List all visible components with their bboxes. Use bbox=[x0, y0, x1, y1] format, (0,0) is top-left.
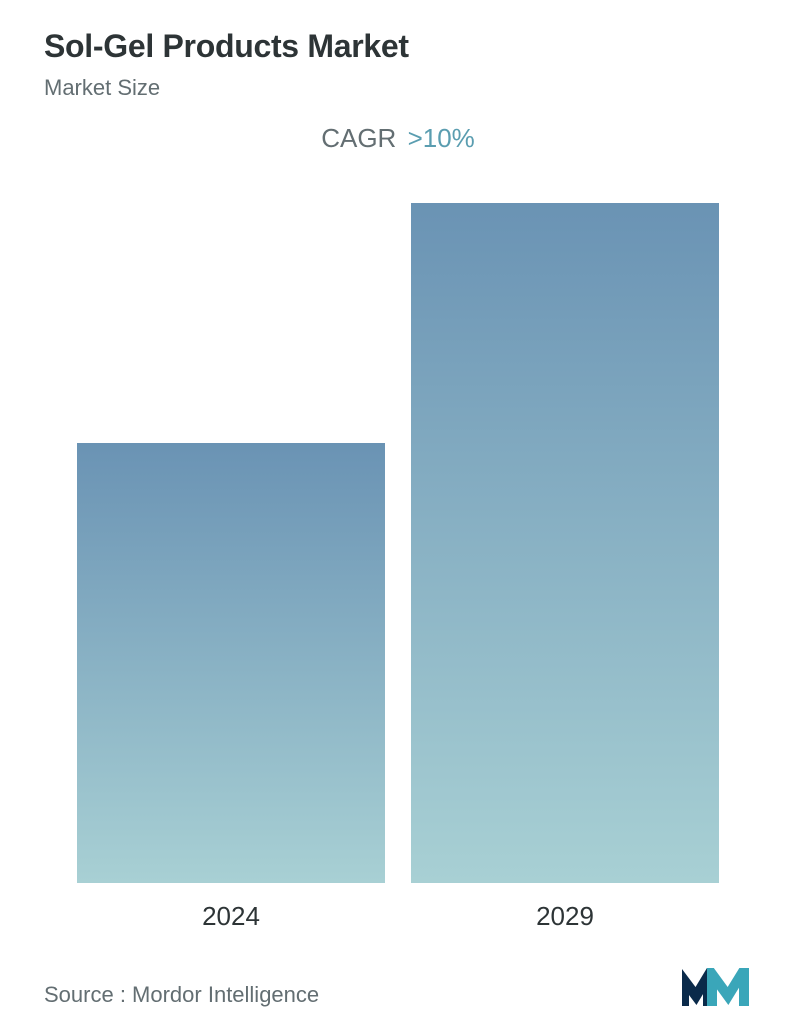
cagr-operator: > bbox=[408, 123, 423, 153]
bar-0 bbox=[77, 443, 384, 883]
source-text: Source : Mordor Intelligence bbox=[44, 982, 319, 1008]
cagr-label: CAGR bbox=[321, 123, 396, 153]
bar-label-0: 2024 bbox=[202, 901, 260, 932]
page-subtitle: Market Size bbox=[44, 75, 752, 101]
cagr-value: 10% bbox=[423, 123, 475, 153]
mordor-logo-icon bbox=[682, 968, 752, 1008]
bar-1 bbox=[411, 203, 718, 883]
cagr-row: CAGR >10% bbox=[44, 123, 752, 154]
bar-group-0: 2024 bbox=[77, 443, 384, 932]
footer: Source : Mordor Intelligence bbox=[44, 968, 752, 1014]
bar-group-1: 2029 bbox=[411, 203, 718, 932]
bar-chart: 2024 2029 bbox=[44, 194, 752, 932]
page-title: Sol-Gel Products Market bbox=[44, 28, 752, 65]
bar-label-1: 2029 bbox=[536, 901, 594, 932]
